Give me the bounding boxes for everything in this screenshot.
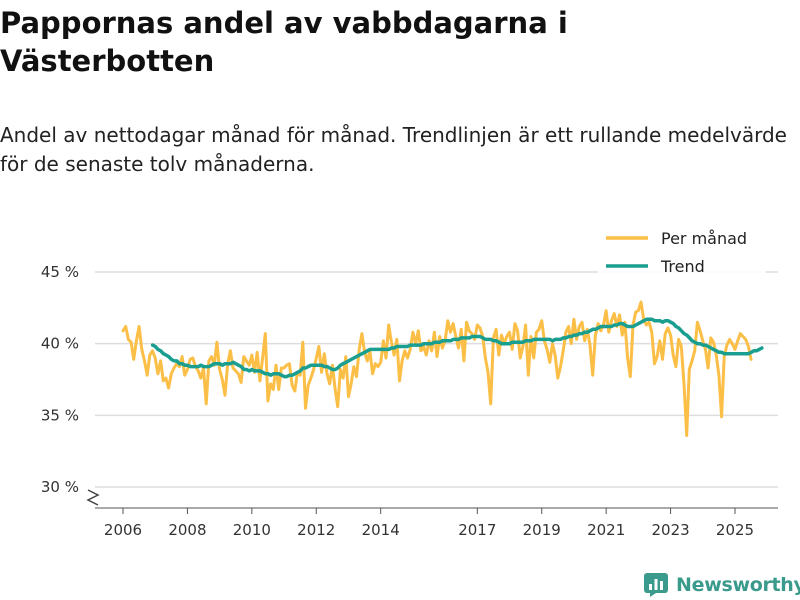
x-tick-label: 2019: [523, 521, 561, 539]
x-tick-label: 2010: [233, 521, 271, 539]
y-tick-label: 40 %: [41, 335, 79, 353]
brand: Newsworthy: [644, 570, 800, 600]
axis-layer: 30 % 35 % 40 % 45 % 2006 2008 2010 2012 2014 2017…: [41, 263, 778, 539]
x-tick-label: 2012: [297, 521, 335, 539]
x-tick-label: 2008: [168, 521, 206, 539]
x-tick-label: 2006: [104, 521, 142, 539]
x-tick-label: 2017: [458, 521, 496, 539]
y-tick-label: 35 %: [41, 406, 79, 424]
trend-series-line: [150, 317, 764, 379]
page-subtitle: Andel av nettodagar månad för månad. Tre…: [0, 123, 787, 176]
page-title: Pappornas andel av vabbdagarna i Västerb…: [0, 6, 568, 78]
x-tick-label: 2014: [362, 521, 400, 539]
x-tick-label: 2025: [716, 521, 754, 539]
legend-label: Per månad: [661, 229, 747, 248]
y-tick-label: 45 %: [41, 263, 79, 281]
newsworthy-logo-icon: [644, 573, 668, 597]
legend-label: Trend: [660, 257, 705, 276]
y-tick-label: 30 %: [41, 478, 79, 496]
x-tick-label: 2021: [587, 521, 625, 539]
legend: Per månad Trend: [598, 224, 766, 276]
x-tick-label: 2023: [651, 521, 689, 539]
brand-name: Newsworthy: [676, 574, 800, 596]
grid-layer: [95, 271, 778, 488]
axis-break-icon: [86, 489, 100, 506]
series-layer: [121, 300, 764, 437]
